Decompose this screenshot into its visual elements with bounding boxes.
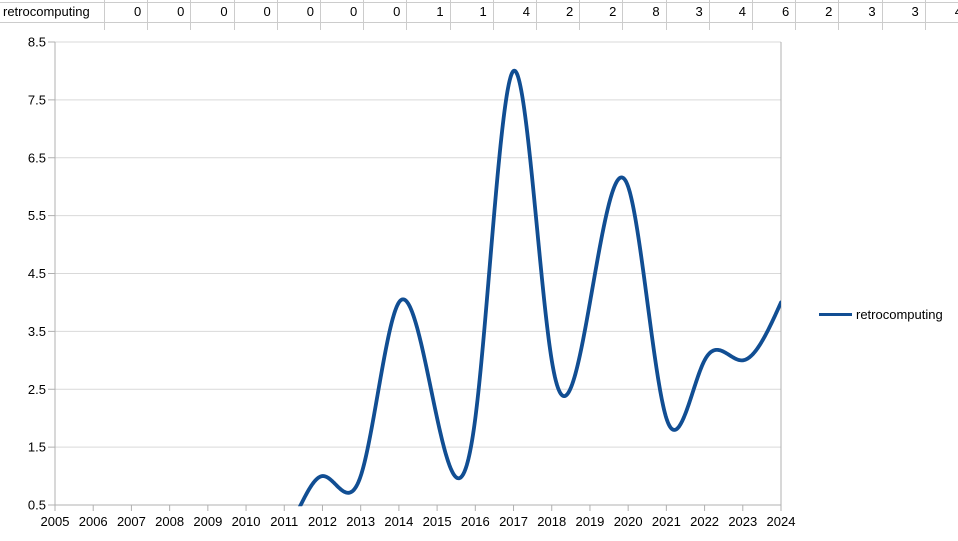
column-border-line — [708, 0, 710, 30]
x-axis-label: 2024 — [767, 514, 796, 529]
column-border-line — [233, 0, 235, 30]
sheet-cell[interactable]: 2 — [565, 4, 574, 19]
sheet-cell[interactable]: 4 — [738, 4, 746, 19]
sheet-cell[interactable]: 0 — [349, 4, 358, 19]
x-axis-label: 2014 — [384, 514, 413, 529]
x-axis-label: 2023 — [728, 514, 757, 529]
row-border-line — [0, 22, 958, 23]
x-axis-label: 2022 — [690, 514, 719, 529]
legend-line-swatch — [819, 312, 852, 316]
column-border-line — [838, 0, 840, 30]
x-axis-label: 2007 — [117, 514, 146, 529]
sheet-cell[interactable]: 1 — [436, 4, 444, 19]
y-axis-label: 0.5 — [28, 498, 46, 513]
x-axis-label: 2011 — [270, 514, 298, 529]
sheet-cell[interactable]: 3 — [695, 4, 703, 19]
y-axis-label: 4.5 — [28, 266, 46, 281]
embedded-chart[interactable]: 0.5 1.5 2.5 3.5 4.5 5.5 6.5 7.5 8.5 2005 2006 2007 2… — [0, 30, 958, 541]
sheet-cell[interactable]: 1 — [479, 4, 487, 19]
x-axis-label: 2012 — [308, 514, 337, 529]
sheet-cell[interactable]: 3 — [911, 4, 919, 19]
column-border-line — [406, 0, 408, 30]
x-axis-label: 2008 — [155, 514, 184, 529]
row-border-line — [0, 2, 958, 3]
y-axis-label: 7.5 — [28, 92, 46, 107]
column-border-line — [795, 0, 797, 30]
column-border-line — [752, 0, 753, 30]
x-axis-label: 2013 — [346, 514, 375, 529]
sheet-cell[interactable]: 2 — [609, 4, 617, 19]
sheet-cell[interactable]: 4 — [522, 4, 530, 19]
x-axis-label: 2016 — [461, 514, 490, 529]
y-axis-label: 1.5 — [28, 440, 46, 455]
column-border-line — [320, 0, 321, 30]
sheet-cell[interactable]: 8 — [652, 4, 660, 19]
x-axis-label: 2010 — [232, 514, 261, 529]
column-border-line — [665, 0, 667, 30]
line-chart-canvas: 0.5 1.5 2.5 3.5 4.5 5.5 6.5 7.5 8.5 2005 2006 2007 2… — [28, 35, 796, 530]
sheet-cell[interactable]: 0 — [220, 4, 228, 19]
column-border-line — [449, 0, 451, 30]
x-axis-label: 2018 — [537, 514, 566, 529]
x-axis-label: 2021 — [652, 514, 681, 529]
x-axis-label: 2006 — [79, 514, 108, 529]
y-axis-label: 3.5 — [28, 324, 46, 339]
column-border-line — [104, 0, 105, 30]
column-border-line — [492, 0, 494, 30]
column-border-line — [363, 0, 365, 30]
series-line-retrocomputing — [297, 68, 781, 507]
sheet-row-label-cell[interactable]: retrocomputing — [3, 4, 90, 19]
x-axis-label: 2015 — [423, 514, 452, 529]
column-border-line — [190, 0, 192, 30]
sheet-cell[interactable]: 0 — [177, 4, 185, 19]
legend-label: retrocomputing — [856, 306, 943, 322]
sheet-cell[interactable]: 0 — [393, 4, 401, 19]
chart-legend[interactable]: retrocomputing — [819, 306, 943, 322]
spreadsheet-strip: retrocomputing00000001142283462334 — [0, 0, 958, 30]
sheet-cell[interactable]: 6 — [781, 4, 790, 19]
sheet-cell[interactable]: 4 — [925, 2, 958, 22]
x-axis-label: 2009 — [193, 514, 222, 529]
y-axis-label: 5.5 — [28, 208, 46, 223]
column-border-line — [536, 0, 537, 30]
x-axis-label: 2005 — [41, 514, 70, 529]
column-border-line — [579, 0, 581, 30]
sheet-cell[interactable]: 3 — [868, 4, 876, 19]
y-axis-label: 6.5 — [28, 150, 46, 165]
column-border-line — [881, 0, 883, 30]
x-axis-label: 2019 — [575, 514, 604, 529]
sheet-cell[interactable]: 2 — [825, 4, 833, 19]
sheet-cell[interactable]: 0 — [133, 4, 142, 19]
column-border-line — [924, 0, 926, 30]
x-axis-label: 2020 — [614, 514, 643, 529]
x-axis-label: 2017 — [499, 514, 528, 529]
sheet-cell[interactable]: 0 — [263, 4, 271, 19]
y-axis-label: 2.5 — [28, 382, 46, 397]
column-border-line — [276, 0, 278, 30]
y-axis-label: 8.5 — [28, 35, 46, 50]
column-border-line — [147, 0, 149, 30]
column-border-line — [622, 0, 624, 30]
sheet-cell[interactable]: 0 — [306, 4, 314, 19]
